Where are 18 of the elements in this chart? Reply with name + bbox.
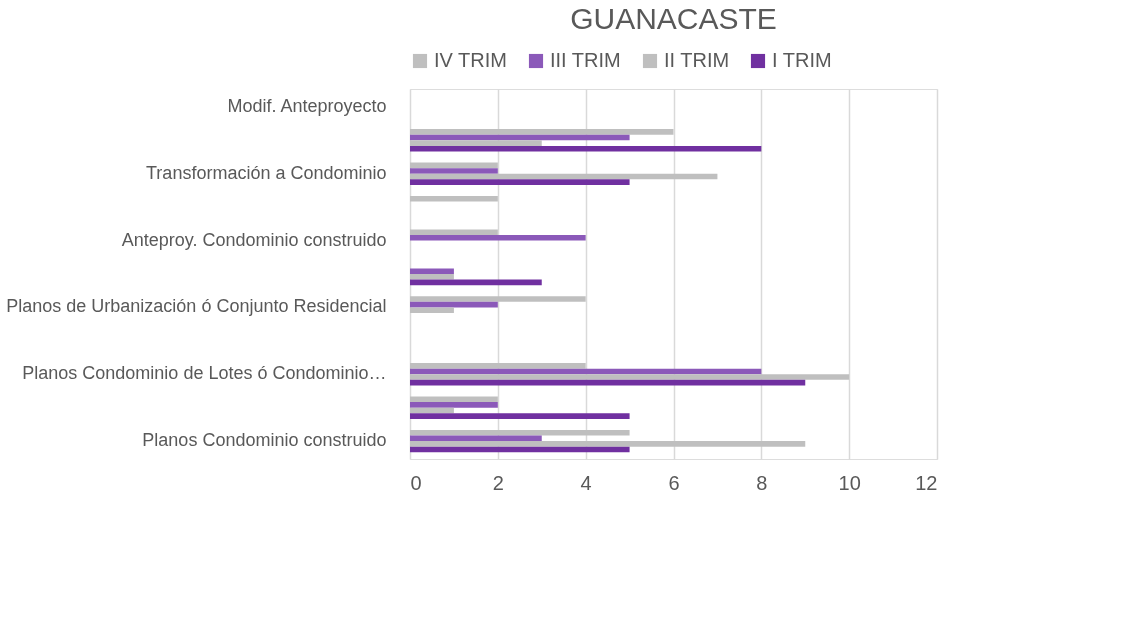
y-tick-label: Anteproy. Condominio construido bbox=[121, 229, 387, 250]
y-tick-label: Planos Condominio construido bbox=[142, 430, 387, 451]
y-tick-label: Modif. Anteproyecto bbox=[227, 95, 387, 116]
x-tick-label: 4 bbox=[580, 471, 592, 494]
legend-label: IV TRIM bbox=[434, 49, 507, 71]
x-tick-label: 12 bbox=[915, 471, 938, 494]
x-tick-label: 0 bbox=[410, 471, 422, 494]
x-tick-label: 8 bbox=[756, 471, 768, 494]
y-tick-label: Transformación a Condominio bbox=[146, 162, 387, 183]
x-tick-label: 6 bbox=[668, 471, 680, 494]
x-tick-label: 2 bbox=[492, 471, 504, 494]
chart-title: GUANACASTE bbox=[570, 2, 777, 35]
legend-label: II TRIM bbox=[664, 49, 730, 71]
y-tick-label: Planos de Urbanización ó Conjunto Residencial bbox=[6, 296, 387, 317]
y-tick-label: Planos Condominio de Lotes ó Condominio… bbox=[22, 363, 387, 384]
legend-label: III TRIM bbox=[550, 49, 621, 71]
legend-label: I TRIM bbox=[772, 49, 832, 71]
x-tick-label: 10 bbox=[838, 471, 861, 494]
